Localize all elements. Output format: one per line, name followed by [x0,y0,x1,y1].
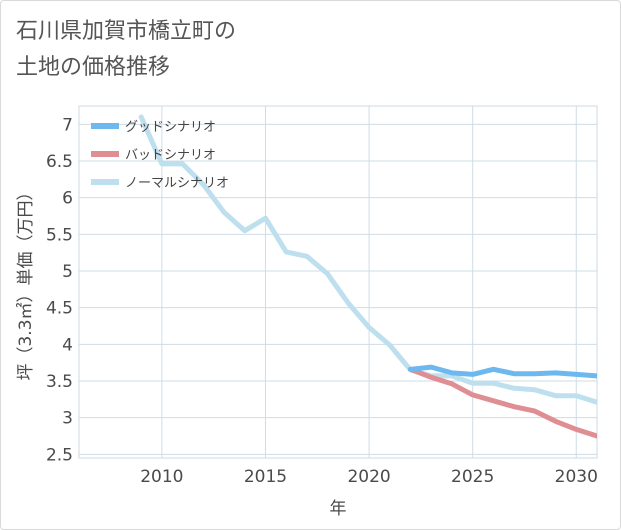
legend-label-normal: ノーマルシナリオ [125,176,229,191]
legend-label-good: グッドシナリオ [125,120,216,135]
y-tick-label: 4 [62,335,73,355]
y-tick-label: 5.5 [46,225,73,245]
y-tick-label: 6.5 [46,152,73,172]
y-tick-label: 6 [62,189,73,209]
y-tick-label: 5 [62,262,73,282]
y-tick-label: 2.5 [46,445,73,465]
y-tick-label: 4.5 [46,299,73,319]
y-axis-label: 坪（3.3㎡）単価（万円） [16,183,36,380]
x-tick-label: 2020 [347,467,390,487]
series-line-normal [138,114,597,405]
y-tick-label: 7 [62,115,73,135]
x-tick-label: 2015 [244,467,287,487]
x-tick-label: 2030 [555,467,598,487]
x-axis-label: 年 [330,499,347,519]
series-line-bad [408,366,597,439]
y-tick-label: 3 [62,409,73,429]
x-tick-label: 2025 [451,467,494,487]
chart-title-line1: 石川県加賀市橋立町の [16,19,237,44]
series-line-good [408,364,597,379]
x-tick-label: 2010 [140,467,183,487]
legend-label-bad: バッドシナリオ [125,148,216,163]
plot-area [78,105,598,459]
chart-title: 石川県加賀市橋立町の 土地の価格推移 [16,14,236,86]
y-tick-label: 3.5 [46,372,73,392]
chart-title-line2: 土地の価格推移 [16,55,171,80]
